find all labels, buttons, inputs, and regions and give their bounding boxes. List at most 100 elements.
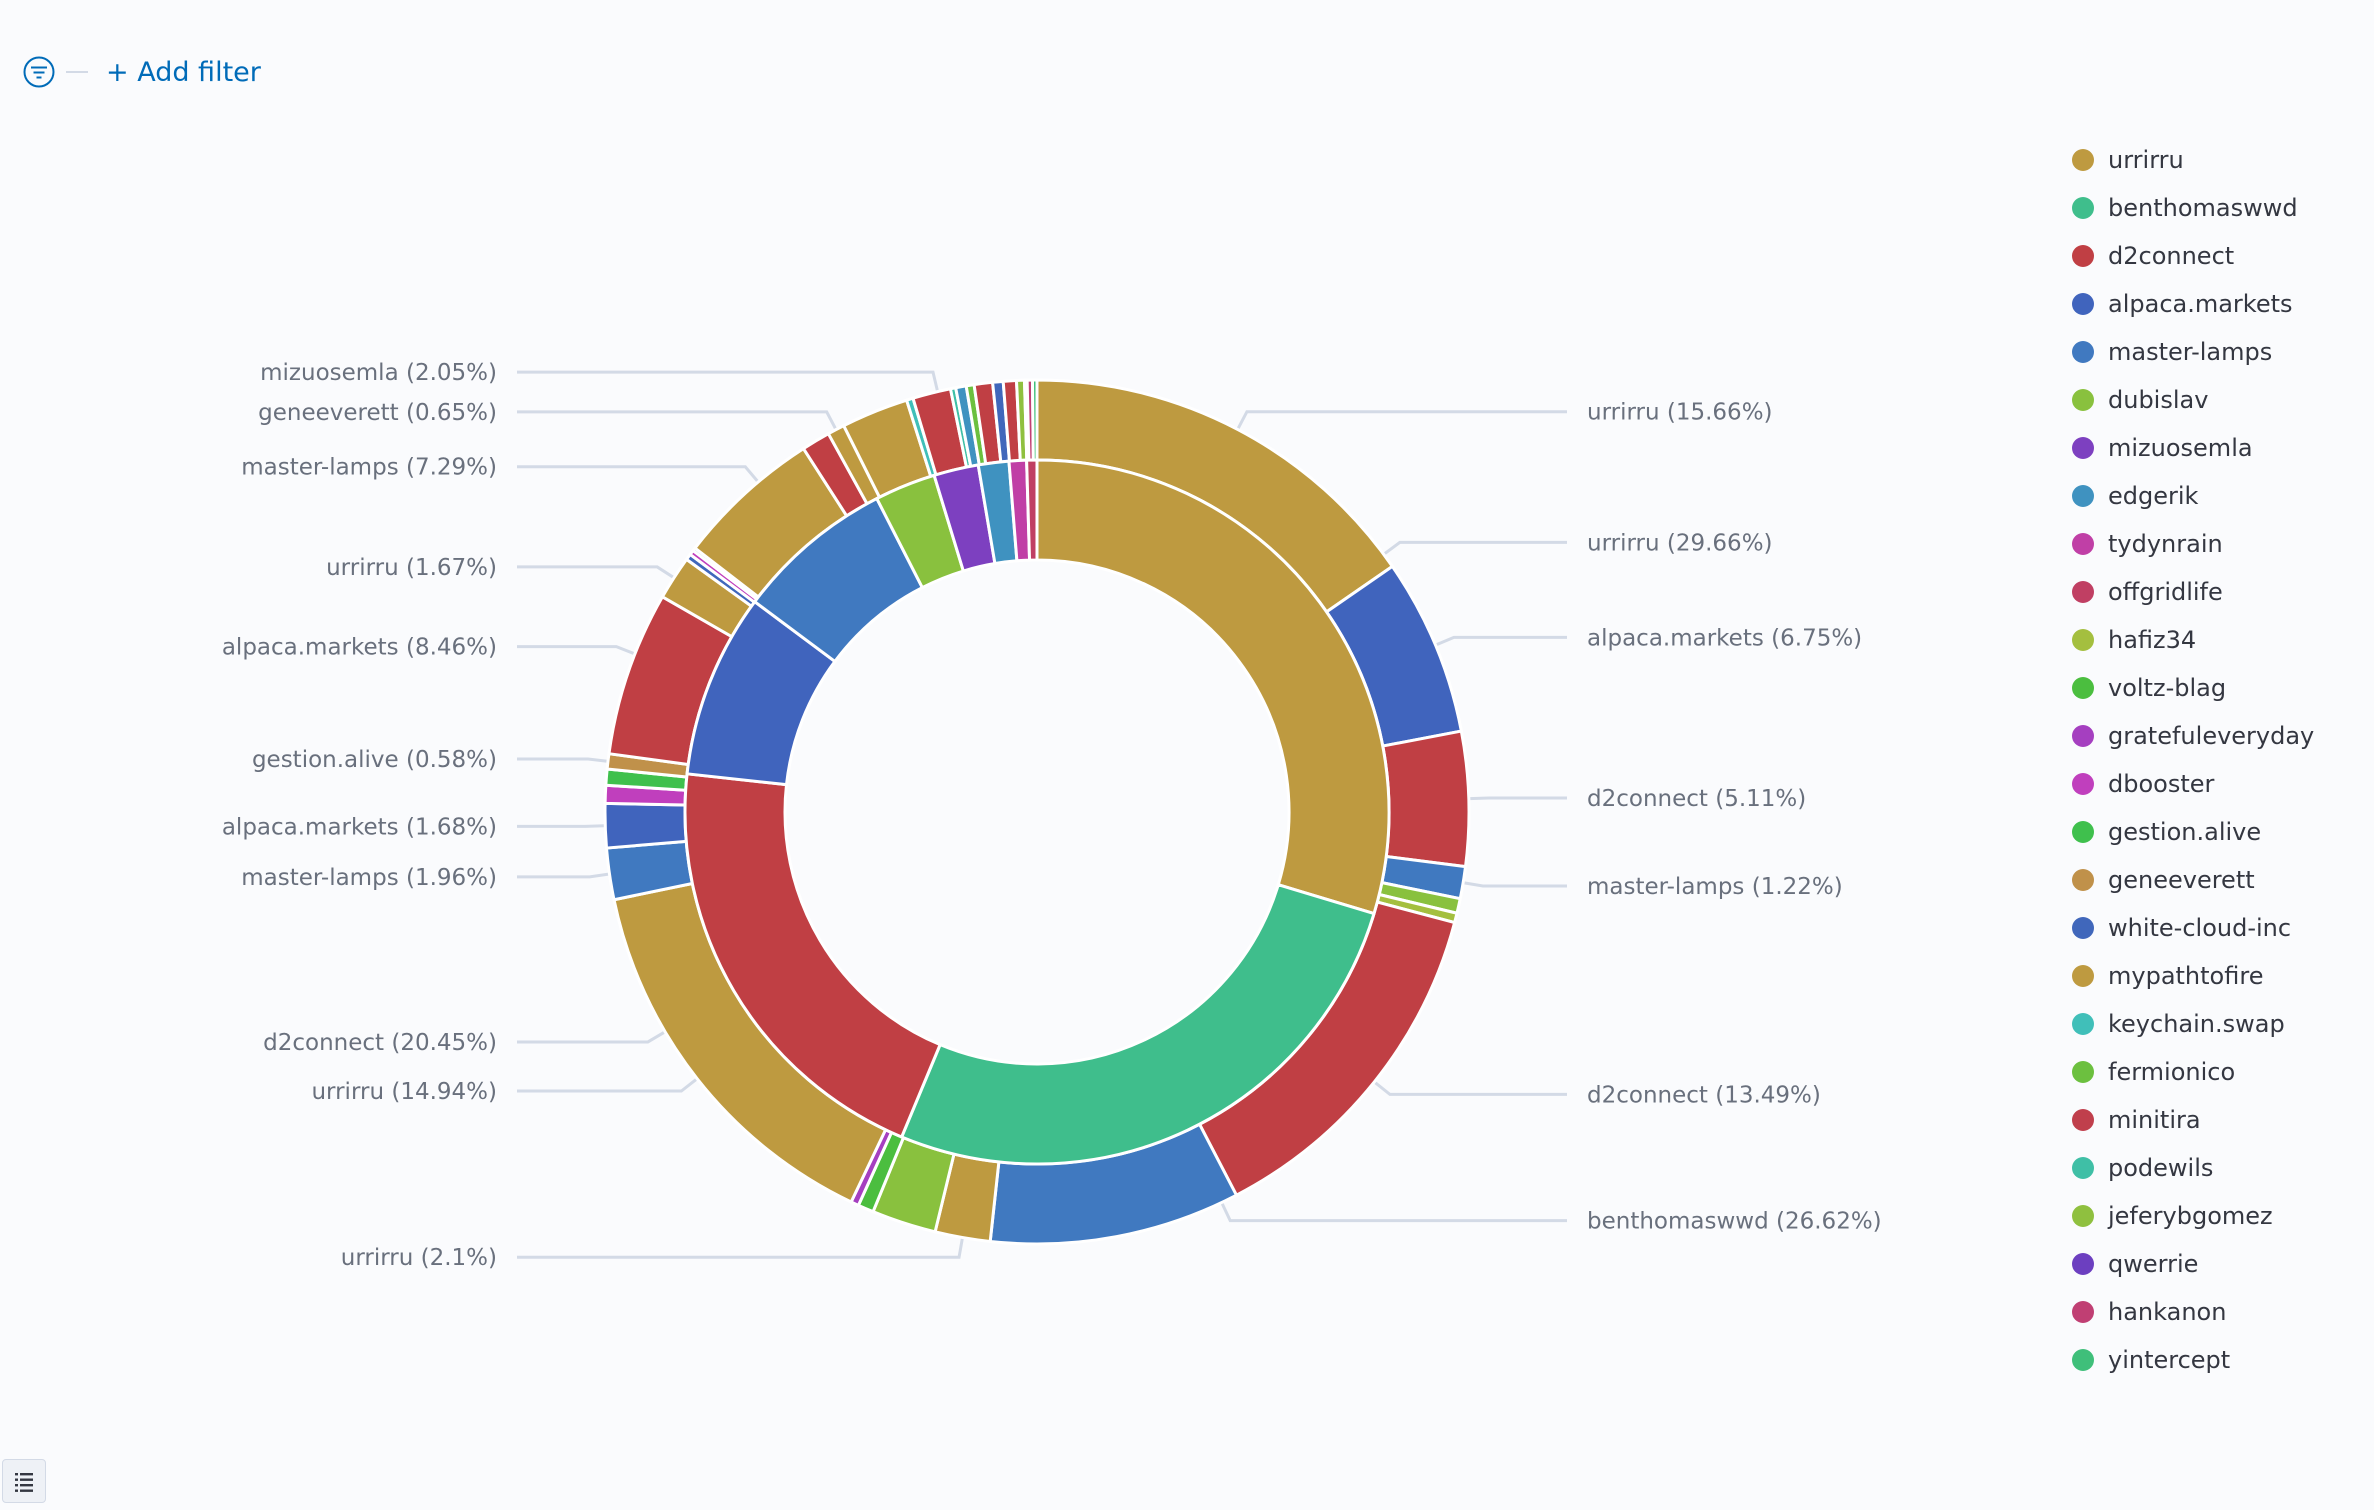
legend-label: mypathtofire (2108, 962, 2264, 990)
legend-label: gestion.alive (2108, 818, 2262, 846)
legend-label: hafiz34 (2108, 626, 2197, 654)
legend-label: offgridlife (2108, 578, 2223, 606)
callout-label: master-lamps (7.29%) (241, 455, 497, 481)
legend-item-offgridlife[interactable]: offgridlife (2070, 568, 2314, 616)
filter-separator (66, 71, 88, 73)
callout-label: d2connect (5.11%) (1587, 786, 1806, 812)
legend-swatch (2072, 389, 2094, 411)
legend-swatch (2072, 1013, 2094, 1035)
legend-item-hankanon[interactable]: hankanon (2070, 1288, 2314, 1336)
legend-item-qwerrie[interactable]: qwerrie (2070, 1240, 2314, 1288)
legend-item-geneeverett[interactable]: geneeverett (2070, 856, 2314, 904)
legend-item-fermionico[interactable]: fermionico (2070, 1048, 2314, 1096)
legend-swatch (2072, 437, 2094, 459)
legend-swatch (2072, 965, 2094, 987)
legend-item-benthomaswwd[interactable]: benthomaswwd (2070, 184, 2314, 232)
legend-item-dbooster[interactable]: dbooster (2070, 760, 2314, 808)
legend-item-mizuosemla[interactable]: mizuosemla (2070, 424, 2314, 472)
callout-label: master-lamps (1.96%) (241, 865, 497, 891)
legend-item-dubislav[interactable]: dubislav (2070, 376, 2314, 424)
legend-swatch (2072, 197, 2094, 219)
legend-label: alpaca.markets (2108, 290, 2293, 318)
chart-legend: urrirru benthomaswwd d2connect alpaca.marke… (2070, 136, 2314, 1384)
callout-label: urrirru (29.66%) (1587, 530, 1773, 556)
legend-item-voltz-blag[interactable]: voltz-blag (2070, 664, 2314, 712)
legend-swatch (2072, 1061, 2094, 1083)
legend-item-minitira[interactable]: minitira (2070, 1096, 2314, 1144)
callout-line (1222, 410, 1567, 457)
legend-label: benthomaswwd (2108, 194, 2298, 222)
callout-label: urrirru (2.1%) (341, 1245, 497, 1271)
legend-swatch (2072, 629, 2094, 651)
legend-swatch (2072, 1349, 2094, 1371)
callout-label: urrirru (14.94%) (311, 1079, 497, 1105)
legend-swatch (2072, 773, 2094, 795)
legend-swatch (2072, 341, 2094, 363)
outer-ring (603, 378, 1471, 1246)
legend-item-alpaca-markets[interactable]: alpaca.markets (2070, 280, 2314, 328)
legend-label: d2connect (2108, 242, 2235, 270)
legend-swatch (2072, 485, 2094, 507)
callout-label: alpaca.markets (6.75%) (1587, 625, 1862, 651)
legend-item-hafiz34[interactable]: hafiz34 (2070, 616, 2314, 664)
callout-label: urrirru (15.66%) (1587, 400, 1773, 426)
inner-slice-benthomaswwd[interactable] (900, 883, 1376, 1166)
legend-swatch (2072, 1109, 2094, 1131)
inner-slice-offgridlife[interactable] (1025, 458, 1039, 562)
legend-label: edgerik (2108, 482, 2199, 510)
legend-item-d2connect[interactable]: d2connect (2070, 232, 2314, 280)
legend-toggle-button[interactable] (2, 1459, 46, 1503)
legend-item-urrirru[interactable]: urrirru (2070, 136, 2314, 184)
legend-label: tydynrain (2108, 530, 2223, 558)
legend-label: hankanon (2108, 1298, 2227, 1326)
callout-label: benthomaswwd (26.62%) (1587, 1209, 1882, 1235)
callout-label: alpaca.markets (8.46%) (222, 635, 497, 661)
callout-label: master-lamps (1.22%) (1587, 874, 1843, 900)
inner-ring (683, 458, 1391, 1166)
legend-label: fermionico (2108, 1058, 2236, 1086)
legend-swatch (2072, 1301, 2094, 1323)
legend-label: yintercept (2108, 1346, 2231, 1374)
legend-swatch (2072, 677, 2094, 699)
outer-slice-d2connect[interactable] (1381, 729, 1471, 869)
legend-label: jeferybgomez (2108, 1202, 2273, 1230)
legend-item-keychain-swap[interactable]: keychain.swap (2070, 1000, 2314, 1048)
callout-label: urrirru (1.67%) (326, 555, 497, 581)
legend-label: keychain.swap (2108, 1010, 2285, 1038)
legend-swatch (2072, 869, 2094, 891)
legend-item-gestion-alive[interactable]: gestion.alive (2070, 808, 2314, 856)
inner-slice-urrirru[interactable] (1035, 458, 1391, 916)
legend-swatch (2072, 1253, 2094, 1275)
legend-swatch (2072, 917, 2094, 939)
legend-item-mypathtofire[interactable]: mypathtofire (2070, 952, 2314, 1000)
list-icon (15, 1473, 33, 1492)
legend-label: gratefuleveryday (2108, 722, 2315, 750)
legend-item-gratefuleveryday[interactable]: gratefuleveryday (2070, 712, 2314, 760)
callout-label: gestion.alive (0.58%) (252, 747, 497, 773)
legend-item-master-lamps[interactable]: master-lamps (2070, 328, 2314, 376)
legend-label: dbooster (2108, 770, 2215, 798)
legend-label: dubislav (2108, 386, 2209, 414)
callout-labels: urrirru (15.66%) urrirru (29.66%) alpaca.m… (222, 360, 1882, 1271)
legend-swatch (2072, 149, 2094, 171)
legend-label: master-lamps (2108, 338, 2273, 366)
legend-item-tydynrain[interactable]: tydynrain (2070, 520, 2314, 568)
legend-swatch (2072, 293, 2094, 315)
legend-label: qwerrie (2108, 1250, 2199, 1278)
legend-item-yintercept[interactable]: yintercept (2070, 1336, 2314, 1384)
legend-item-white-cloud-inc[interactable]: white-cloud-inc (2070, 904, 2314, 952)
legend-label: minitira (2108, 1106, 2201, 1134)
callout-label: d2connect (20.45%) (263, 1030, 497, 1056)
outer-slice-yintercept[interactable] (1030, 378, 1039, 462)
filter-icon[interactable] (22, 55, 56, 89)
legend-item-jeferybgomez[interactable]: jeferybgomez (2070, 1192, 2314, 1240)
add-filter-button[interactable]: + Add filter (106, 56, 261, 88)
legend-item-podewils[interactable]: podewils (2070, 1144, 2314, 1192)
legend-swatch (2072, 533, 2094, 555)
callout-label: alpaca.markets (1.68%) (222, 814, 497, 840)
legend-label: geneeverett (2108, 866, 2255, 894)
outer-slice-alpaca-markets[interactable] (603, 801, 688, 850)
legend-item-edgerik[interactable]: edgerik (2070, 472, 2314, 520)
legend-swatch (2072, 821, 2094, 843)
